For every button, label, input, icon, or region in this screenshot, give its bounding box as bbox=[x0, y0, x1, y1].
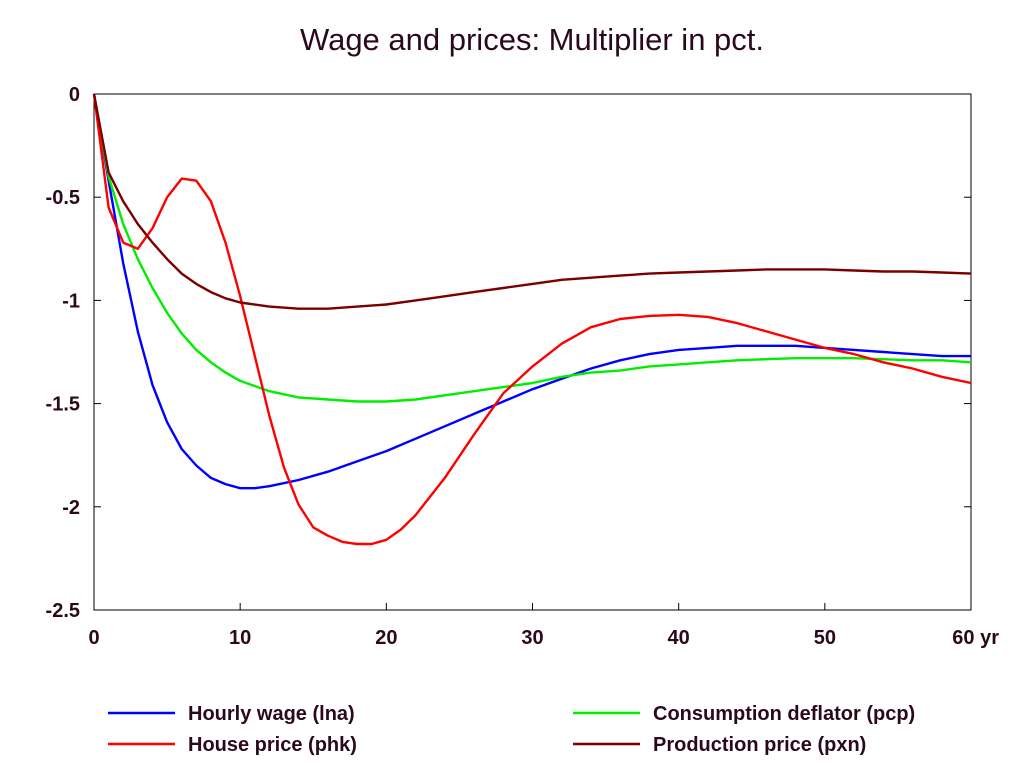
y-tick-label: -1.5 bbox=[46, 394, 80, 416]
x-tick-label: 40 bbox=[668, 627, 690, 649]
x-tick-label: 50 bbox=[814, 627, 836, 649]
legend-label: Hourly wage (lna) bbox=[188, 703, 355, 725]
series-lines bbox=[92, 93, 972, 546]
legend-label: Consumption deflator (pcp) bbox=[653, 703, 915, 725]
legend-label: Production price (pxn) bbox=[653, 734, 866, 756]
x-tick-label: 60 yr bbox=[952, 627, 999, 649]
x-tick-label: 30 bbox=[521, 627, 543, 649]
series-line-consumption-deflator-pcp bbox=[92, 93, 972, 403]
x-tick-label: 0 bbox=[88, 627, 99, 649]
chart-title: Wage and prices: Multiplier in pct. bbox=[300, 22, 764, 57]
y-tick-label: -2 bbox=[62, 497, 80, 519]
y-tick-label: -0.5 bbox=[46, 187, 80, 209]
x-axis: 0 10 20 30 40 50 60 yr bbox=[88, 603, 999, 649]
legend: Hourly wage (lna) House price (phk) Consum… bbox=[108, 703, 915, 756]
series-line-house-price-phk bbox=[92, 93, 972, 546]
x-tick-label: 10 bbox=[229, 627, 251, 649]
y-axis: 0 -0.5 -1 -1.5 -2 -2.5 bbox=[46, 84, 971, 622]
y-tick-label: -1 bbox=[62, 290, 80, 312]
y-tick-label: 0 bbox=[69, 84, 80, 106]
legend-label: House price (phk) bbox=[188, 734, 357, 756]
series-line-production-price-pxn bbox=[92, 93, 972, 310]
series-line-hourly-wage-lna bbox=[92, 93, 971, 490]
y-tick-label: -2.5 bbox=[46, 600, 80, 622]
x-tick-label: 20 bbox=[375, 627, 397, 649]
